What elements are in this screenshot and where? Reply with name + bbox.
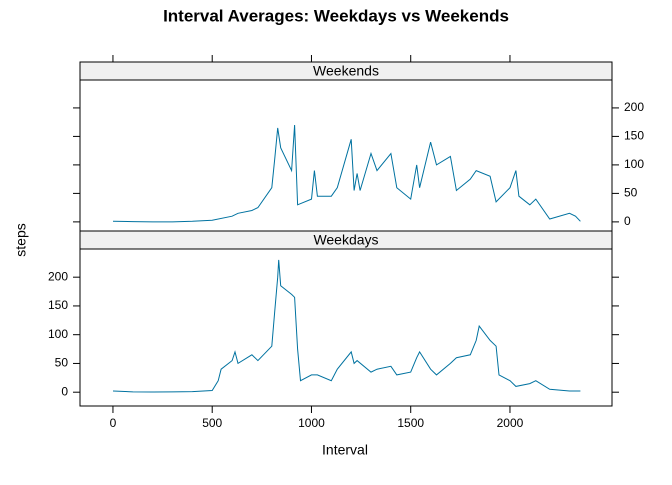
y-tick-label: 0 bbox=[61, 384, 68, 398]
x-tick-label: 500 bbox=[202, 416, 222, 430]
strip-label: Weekdays bbox=[313, 232, 378, 248]
x-tick-label: 0 bbox=[110, 416, 117, 430]
panel-frame bbox=[79, 248, 613, 407]
y-tick-label: 150 bbox=[48, 298, 68, 312]
y-tick-label: 50 bbox=[624, 186, 638, 200]
y-tick-label: 150 bbox=[624, 129, 644, 143]
y-axis-label: steps bbox=[13, 223, 29, 256]
data-line bbox=[112, 124, 581, 223]
y-tick-label: 50 bbox=[55, 356, 69, 370]
x-axis-label: Interval bbox=[322, 442, 368, 458]
x-tick-label: 1500 bbox=[397, 416, 424, 430]
data-line bbox=[112, 259, 581, 393]
y-tick-label: 100 bbox=[624, 157, 644, 171]
y-tick-label: 200 bbox=[48, 269, 68, 283]
strip-label: Weekends bbox=[313, 63, 379, 79]
panel-frame bbox=[79, 79, 613, 232]
y-tick-label: 200 bbox=[624, 100, 644, 114]
y-tick-label: 0 bbox=[624, 214, 631, 228]
x-tick-label: 2000 bbox=[497, 416, 524, 430]
chart-title: Interval Averages: Weekdays vs Weekends bbox=[163, 6, 509, 25]
y-tick-label: 100 bbox=[48, 327, 68, 341]
x-tick-label: 1000 bbox=[298, 416, 325, 430]
